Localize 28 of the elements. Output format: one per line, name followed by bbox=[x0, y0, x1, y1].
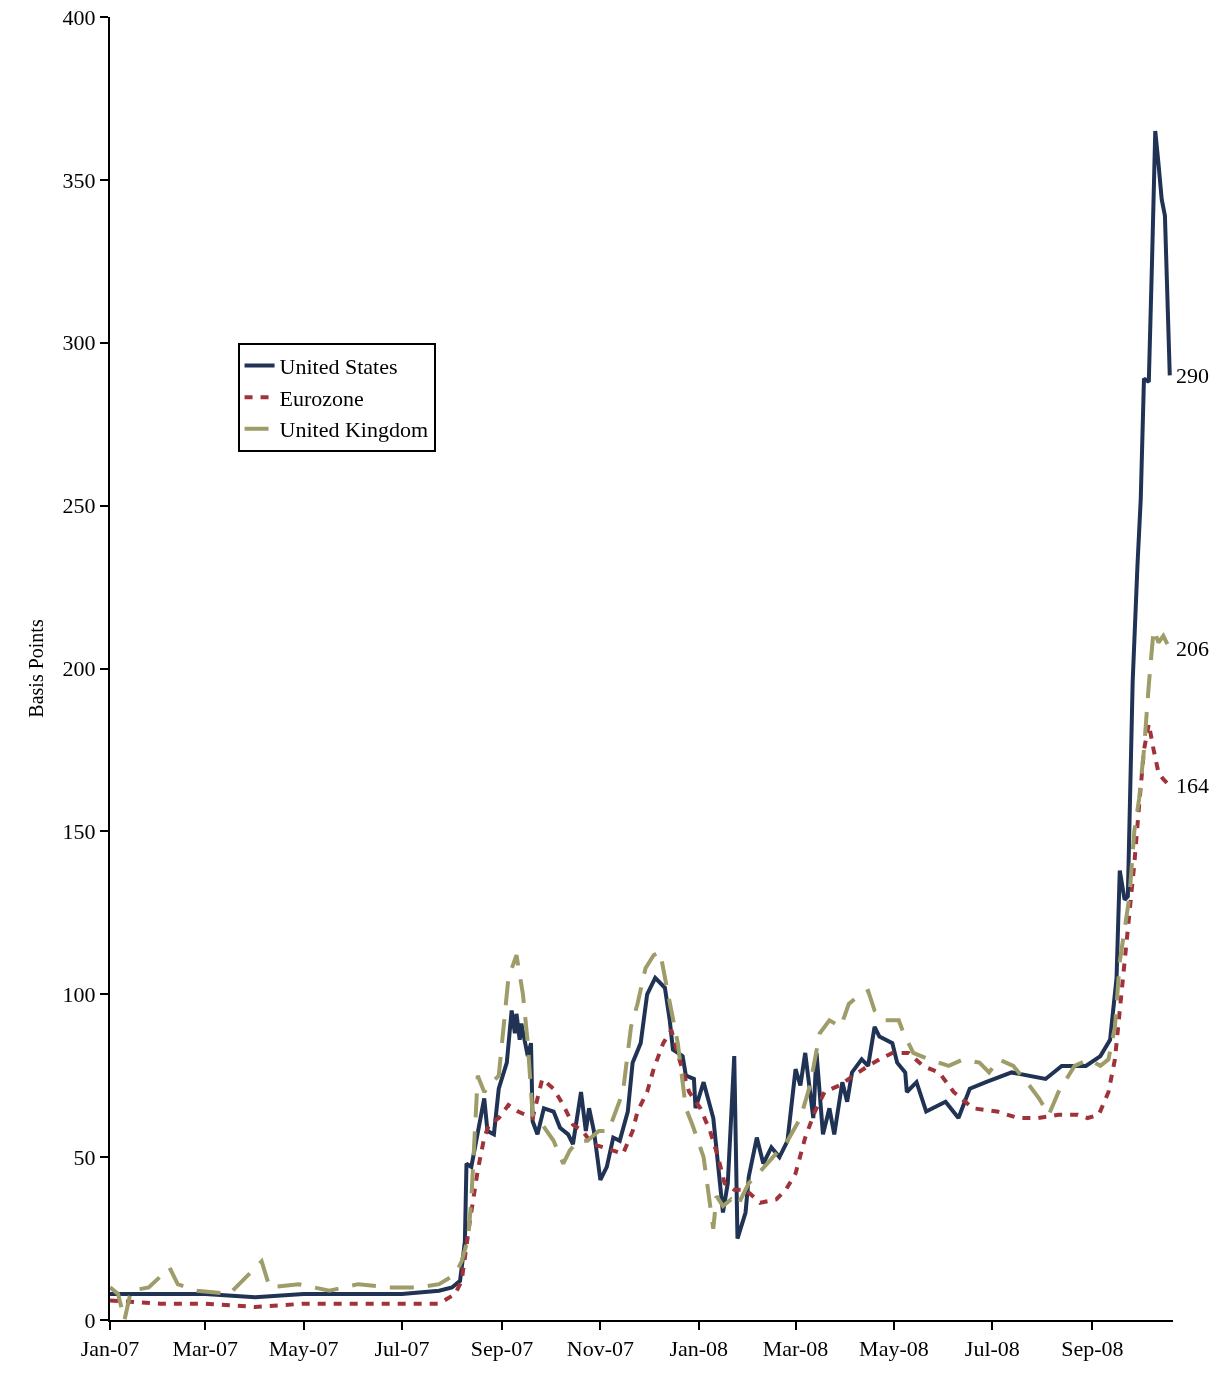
y-tick-label: 350 bbox=[62, 167, 96, 193]
x-tick-label: May-08 bbox=[859, 1336, 929, 1362]
x-tick-label: Jan-07 bbox=[80, 1336, 140, 1362]
y-tick-label: 100 bbox=[62, 981, 96, 1007]
x-tick-label: May-07 bbox=[268, 1336, 339, 1362]
annotation: 206 bbox=[1176, 636, 1209, 661]
y-tick-label: 300 bbox=[62, 330, 96, 356]
legend-label: United States bbox=[279, 354, 398, 380]
x-tick-label: Mar-07 bbox=[172, 1336, 238, 1362]
y-tick-label: 200 bbox=[62, 656, 96, 682]
x-tick-label: Mar-08 bbox=[762, 1336, 829, 1362]
y-tick-label: 150 bbox=[62, 819, 96, 845]
y-tick-label: 400 bbox=[62, 4, 96, 30]
legend-label: Eurozone bbox=[279, 385, 364, 411]
y-tick-label: 0 bbox=[84, 1307, 96, 1333]
x-tick-label: Sep-08 bbox=[1061, 1336, 1124, 1362]
legend-label: United Kingdom bbox=[279, 417, 429, 443]
annotation: 290 bbox=[1176, 363, 1209, 388]
annotation: 164 bbox=[1176, 773, 1209, 798]
x-tick-label: Jul-07 bbox=[374, 1336, 430, 1362]
y-tick-label: 250 bbox=[62, 493, 96, 519]
x-tick-label: Sep-07 bbox=[470, 1336, 534, 1362]
y-axis-title: Basis Points bbox=[24, 619, 47, 718]
y-tick-label: 50 bbox=[73, 1144, 96, 1170]
line-series bbox=[110, 129, 1172, 1300]
x-tick-label: Jan-08 bbox=[669, 1336, 729, 1362]
x-tick-label: Jul-08 bbox=[964, 1336, 1020, 1362]
x-tick-label: Nov-07 bbox=[566, 1336, 634, 1362]
